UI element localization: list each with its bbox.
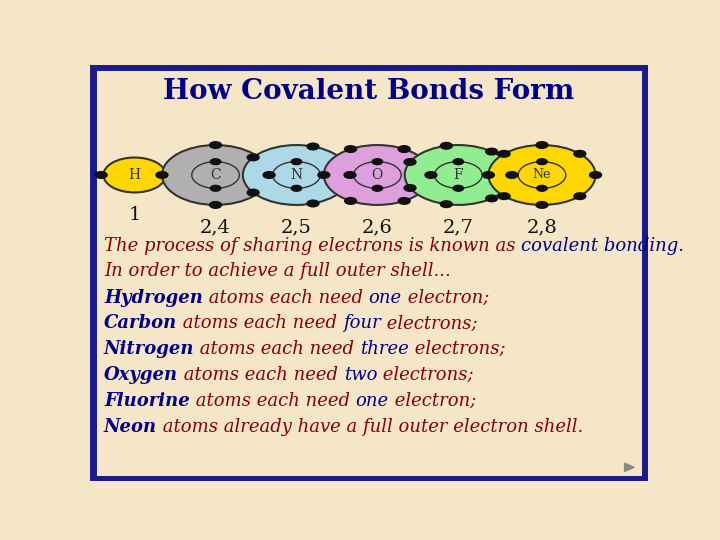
Ellipse shape — [345, 198, 356, 204]
Text: N: N — [290, 168, 302, 182]
Ellipse shape — [324, 145, 431, 205]
Text: H: H — [129, 168, 140, 182]
Text: Oxygen: Oxygen — [104, 366, 178, 384]
Text: atoms each need: atoms each need — [177, 314, 343, 333]
Ellipse shape — [292, 159, 302, 165]
Ellipse shape — [590, 172, 601, 178]
Ellipse shape — [486, 195, 498, 202]
Ellipse shape — [162, 145, 269, 205]
Ellipse shape — [307, 200, 319, 207]
Ellipse shape — [372, 159, 382, 165]
Text: 2,6: 2,6 — [362, 219, 393, 237]
Text: The process of sharing electrons is known as: The process of sharing electrons is know… — [104, 237, 521, 255]
Text: Neon: Neon — [104, 417, 157, 436]
Ellipse shape — [482, 172, 495, 178]
Text: How Covalent Bonds Form: How Covalent Bonds Form — [163, 78, 575, 105]
Ellipse shape — [192, 161, 239, 188]
Text: Ne: Ne — [533, 168, 552, 181]
Text: one: one — [369, 289, 402, 307]
Ellipse shape — [488, 145, 595, 205]
Ellipse shape — [344, 172, 356, 178]
Ellipse shape — [104, 158, 166, 192]
Ellipse shape — [536, 141, 548, 149]
Text: Hydrogen: Hydrogen — [104, 289, 203, 307]
Text: electrons;: electrons; — [381, 314, 477, 333]
Text: C: C — [210, 168, 221, 182]
Text: 2,8: 2,8 — [526, 219, 557, 237]
Ellipse shape — [95, 172, 107, 178]
Ellipse shape — [247, 189, 259, 196]
Text: atoms each need: atoms each need — [194, 340, 360, 358]
Ellipse shape — [404, 185, 416, 191]
Text: F: F — [454, 168, 463, 182]
Ellipse shape — [404, 159, 416, 165]
Text: four: four — [343, 314, 381, 333]
Ellipse shape — [441, 143, 452, 149]
Text: atoms each need: atoms each need — [203, 289, 369, 307]
Text: electron;: electron; — [402, 289, 489, 307]
Ellipse shape — [243, 145, 350, 205]
Ellipse shape — [372, 185, 382, 191]
Ellipse shape — [518, 161, 566, 188]
Text: Fluorine: Fluorine — [104, 392, 189, 410]
Text: In order to achieve a full outer shell...: In order to achieve a full outer shell..… — [104, 261, 451, 280]
Ellipse shape — [574, 193, 586, 199]
Ellipse shape — [425, 172, 437, 178]
Ellipse shape — [354, 161, 401, 188]
Ellipse shape — [264, 172, 275, 178]
Text: atoms each need: atoms each need — [189, 392, 356, 410]
Text: 2,5: 2,5 — [281, 219, 312, 237]
Text: O: O — [372, 168, 383, 182]
Ellipse shape — [537, 185, 547, 191]
Text: three: three — [360, 340, 409, 358]
Text: Carbon: Carbon — [104, 314, 177, 333]
Ellipse shape — [506, 172, 518, 178]
Ellipse shape — [210, 141, 222, 149]
Text: electrons;: electrons; — [377, 366, 474, 384]
Ellipse shape — [210, 201, 222, 208]
Ellipse shape — [498, 151, 510, 157]
Text: two: two — [344, 366, 377, 384]
Ellipse shape — [405, 145, 512, 205]
Ellipse shape — [292, 185, 302, 191]
Text: 1: 1 — [128, 206, 141, 224]
Ellipse shape — [210, 185, 221, 191]
Text: electron;: electron; — [389, 392, 476, 410]
Ellipse shape — [210, 159, 221, 165]
Ellipse shape — [453, 185, 464, 191]
Text: atoms each need: atoms each need — [178, 366, 344, 384]
Ellipse shape — [398, 198, 410, 204]
Ellipse shape — [345, 146, 356, 152]
Ellipse shape — [537, 159, 547, 165]
Text: atoms already have a full outer electron shell.: atoms already have a full outer electron… — [157, 417, 583, 436]
Text: Nitrogen: Nitrogen — [104, 340, 194, 358]
Ellipse shape — [247, 154, 259, 161]
Ellipse shape — [156, 172, 168, 178]
Ellipse shape — [307, 143, 319, 150]
Ellipse shape — [398, 146, 410, 152]
Ellipse shape — [498, 193, 510, 199]
Text: electrons;: electrons; — [409, 340, 505, 358]
Text: 2,7: 2,7 — [443, 219, 474, 237]
Ellipse shape — [318, 172, 330, 178]
Ellipse shape — [486, 148, 498, 155]
Text: one: one — [356, 392, 389, 410]
Polygon shape — [624, 463, 634, 471]
Ellipse shape — [536, 201, 548, 208]
Ellipse shape — [273, 161, 320, 188]
Ellipse shape — [453, 159, 464, 165]
Ellipse shape — [574, 151, 586, 157]
Text: covalent bonding.: covalent bonding. — [521, 237, 684, 255]
Ellipse shape — [441, 201, 452, 207]
Text: 2,4: 2,4 — [200, 219, 231, 237]
Ellipse shape — [434, 161, 482, 188]
